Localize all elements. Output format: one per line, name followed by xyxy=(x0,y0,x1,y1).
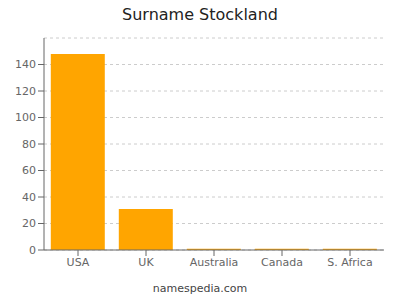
html-text:Surname Stockland: Surname Stockland xyxy=(122,5,278,24)
svg-text:0: 0 xyxy=(29,244,36,257)
svg-text:60: 60 xyxy=(22,164,36,177)
svg-text:140: 140 xyxy=(15,58,36,71)
html-text:namespedia.com: namespedia.com xyxy=(152,282,248,295)
svg-text:100: 100 xyxy=(15,111,36,124)
svg-text:Canada: Canada xyxy=(261,256,303,269)
svg-text:UK: UK xyxy=(138,256,154,269)
svg-text:S. Africa: S. Africa xyxy=(327,256,372,269)
svg-text:120: 120 xyxy=(15,85,36,98)
svg-text:40: 40 xyxy=(22,191,36,204)
svg-text:Australia: Australia xyxy=(190,256,239,269)
svg-text:USA: USA xyxy=(67,256,90,269)
svg-text:80: 80 xyxy=(22,138,36,151)
svg-text:20: 20 xyxy=(22,217,36,230)
